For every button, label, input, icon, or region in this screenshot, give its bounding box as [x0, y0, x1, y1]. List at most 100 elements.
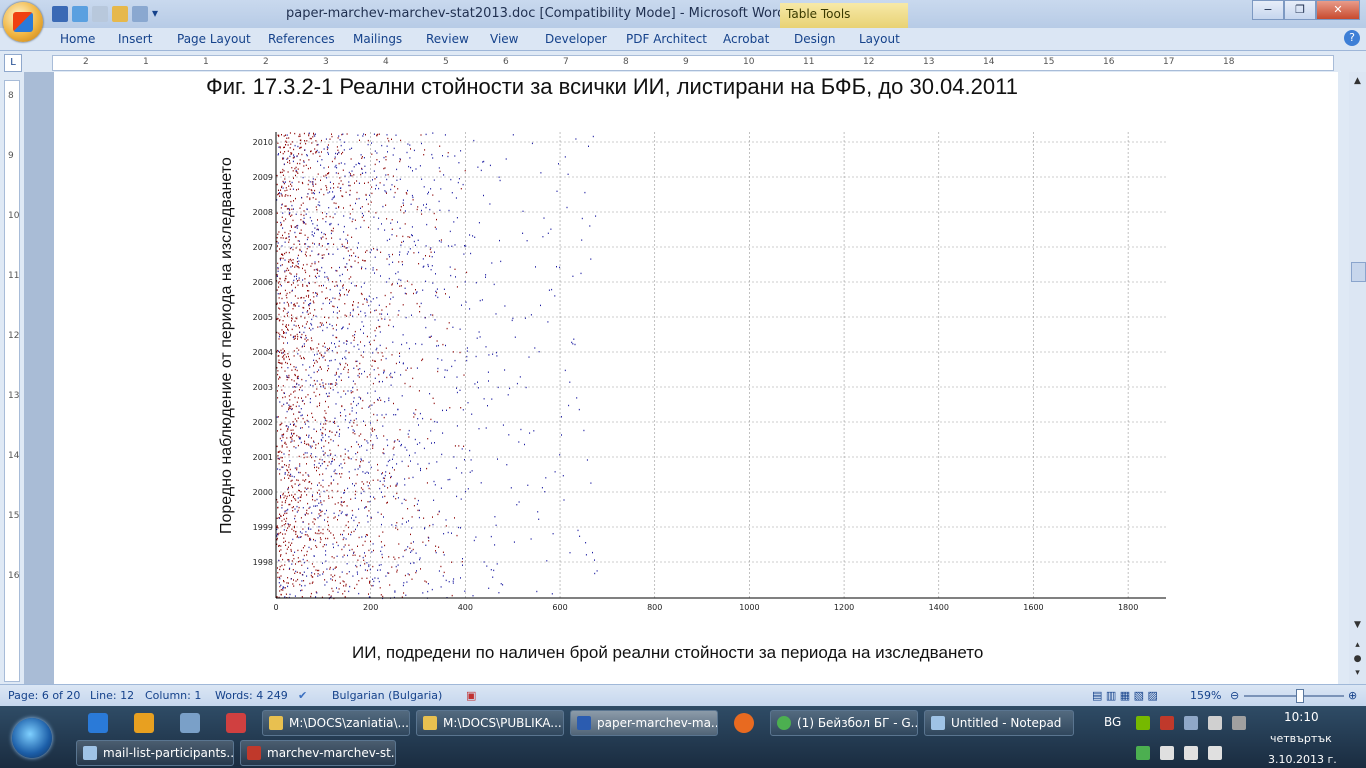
data-point	[283, 392, 285, 394]
vertical-ruler[interactable]: 8 9 10 11 12 13 14 15 16	[4, 80, 20, 682]
data-point	[334, 574, 336, 577]
status-column[interactable]: Column: 1	[145, 689, 202, 702]
data-point	[286, 509, 288, 512]
clock-date[interactable]: 3.10.2013 г.	[1268, 753, 1337, 766]
office-button[interactable]	[3, 2, 43, 42]
taskbar-item-notepad[interactable]: Untitled - Notepad	[924, 710, 1074, 736]
start-button[interactable]	[12, 718, 52, 758]
data-point	[286, 529, 288, 532]
ie-icon[interactable]	[88, 713, 108, 733]
data-point	[341, 548, 343, 551]
vertical-scrollbar[interactable]: ▲ ▼ ▴ ● ▾	[1349, 72, 1366, 684]
zoom-in-icon[interactable]: ⊕	[1348, 689, 1358, 702]
tab-insert[interactable]: Insert	[118, 32, 153, 46]
media-player-icon[interactable]	[134, 713, 154, 733]
taskbar-item-word[interactable]: paper-marchev-ma...	[570, 710, 718, 736]
data-point	[285, 520, 287, 522]
prev-page-icon[interactable]: ▴	[1355, 640, 1360, 650]
next-page-icon[interactable]: ▾	[1355, 668, 1360, 678]
status-language[interactable]: Bulgarian (Bulgaria)	[332, 689, 443, 702]
redo-icon[interactable]	[92, 6, 108, 22]
pinned-app-2-icon[interactable]	[226, 713, 246, 733]
data-point	[421, 359, 423, 362]
status-line[interactable]: Line: 12	[90, 689, 135, 702]
language-indicator[interactable]: BG	[1104, 715, 1122, 729]
scroll-thumb[interactable]	[1351, 262, 1366, 282]
help-icon[interactable]: ?	[1344, 30, 1360, 46]
tab-pdf-architect[interactable]: PDF Architect	[626, 32, 707, 46]
data-point	[343, 368, 345, 370]
y-tick-label: 1999	[253, 523, 273, 532]
status-words[interactable]: Words: 4 249	[215, 689, 288, 702]
data-point	[282, 586, 284, 588]
customize-qat-icon[interactable]: ▾	[152, 6, 159, 20]
data-point	[370, 466, 372, 469]
action-center-icon[interactable]	[1136, 746, 1150, 760]
restore-button[interactable]: ❐	[1284, 0, 1316, 20]
data-point	[301, 427, 303, 429]
clock-day[interactable]: четвъртък	[1270, 732, 1332, 745]
network-icon[interactable]	[1184, 746, 1198, 760]
data-point	[315, 395, 317, 397]
select-browse-icon[interactable]: ●	[1353, 654, 1362, 664]
tray-app-3-icon[interactable]	[1208, 716, 1222, 730]
firefox-icon[interactable]	[734, 713, 754, 733]
zoom-out-icon[interactable]: ⊖	[1230, 689, 1240, 702]
data-point	[516, 504, 518, 506]
data-point	[306, 284, 308, 287]
pinned-app-icon[interactable]	[180, 713, 200, 733]
taskbar-item-pdf[interactable]: marchev-marchev-st...	[240, 740, 396, 766]
data-point	[351, 175, 353, 177]
tab-review[interactable]: Review	[426, 32, 469, 46]
data-point	[300, 229, 302, 231]
tab-page-layout[interactable]: Page Layout	[177, 32, 251, 46]
tray-app-2-icon[interactable]	[1184, 716, 1198, 730]
tab-references[interactable]: References	[268, 32, 335, 46]
tray-app-icon[interactable]	[1160, 716, 1174, 730]
save-icon[interactable]	[52, 6, 68, 22]
close-button[interactable]: ✕	[1316, 0, 1360, 20]
tab-mailings[interactable]: Mailings	[353, 32, 403, 46]
data-point	[313, 464, 315, 466]
data-point	[311, 563, 313, 565]
document-page[interactable]	[54, 72, 1338, 684]
tab-home[interactable]: Home	[60, 32, 96, 46]
proofing-icon[interactable]: ✔	[298, 689, 308, 702]
data-point	[572, 275, 574, 277]
minimize-button[interactable]: −	[1252, 0, 1284, 20]
tab-selector-button[interactable]: L	[4, 54, 22, 72]
taskbar-item-explorer-2[interactable]: M:\DOCS\PUBLIKA...	[416, 710, 564, 736]
tray-app-4-icon[interactable]	[1232, 716, 1246, 730]
data-point	[380, 564, 382, 566]
data-point	[286, 267, 288, 270]
taskbar-item-mail-list[interactable]: mail-list-participants...	[76, 740, 234, 766]
open-icon[interactable]	[112, 6, 128, 22]
tab-developer[interactable]: Developer	[545, 32, 607, 46]
data-point	[282, 320, 284, 322]
zoom-slider-thumb[interactable]	[1296, 689, 1304, 703]
printer-icon[interactable]	[1160, 746, 1174, 760]
zoom-slider[interactable]	[1244, 695, 1344, 697]
clock-time[interactable]: 10:10	[1284, 710, 1319, 724]
macro-record-icon[interactable]: ▣	[466, 689, 477, 702]
volume-icon[interactable]	[1208, 746, 1222, 760]
tab-acrobat[interactable]: Acrobat	[723, 32, 770, 46]
taskbar-item-chrome[interactable]: (1) Бейзбол БГ - G...	[770, 710, 918, 736]
view-buttons[interactable]: ▤ ▥ ▦ ▧ ▨	[1092, 689, 1158, 702]
print-preview-icon[interactable]	[132, 6, 148, 22]
data-point	[293, 423, 295, 425]
scroll-down-icon[interactable]: ▼	[1354, 620, 1361, 630]
zoom-level[interactable]: 159%	[1190, 689, 1222, 702]
tab-layout[interactable]: Layout	[859, 32, 900, 46]
taskbar-item-explorer-1[interactable]: M:\DOCS\zaniatia\...	[262, 710, 410, 736]
data-point	[336, 285, 338, 287]
data-point	[548, 289, 550, 291]
tab-design[interactable]: Design	[794, 32, 836, 46]
tab-view[interactable]: View	[490, 32, 519, 46]
horizontal-ruler[interactable]: 2 1 1 2 3 4 5 6 7 8 9 10 11 12 13 14 15 16 17 18	[52, 55, 1334, 71]
undo-icon[interactable]	[72, 6, 88, 22]
data-point	[342, 326, 344, 328]
scroll-up-icon[interactable]: ▲	[1354, 76, 1361, 86]
status-page[interactable]: Page: 6 of 20	[8, 689, 81, 702]
nvidia-icon[interactable]	[1136, 716, 1150, 730]
